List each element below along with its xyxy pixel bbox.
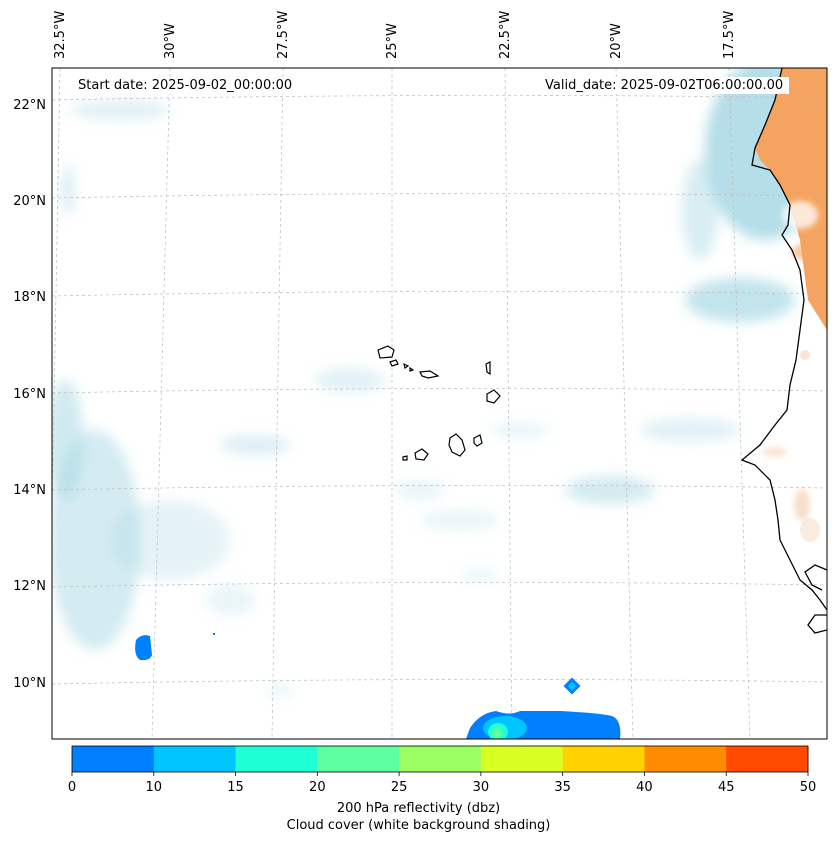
reflectivity-echoes: [135, 633, 621, 739]
valid-date-label: Valid_date: 2025-09-02T06:00:00.00: [539, 77, 790, 94]
colorbar-tick-label: 25: [390, 780, 408, 795]
colorbar-tick-label: 50: [799, 780, 817, 795]
lon-label-32-5w: 32.5°W: [53, 10, 68, 59]
lon-label-27-5w: 27.5°W: [276, 10, 291, 59]
colorbar-tick-label: 45: [717, 780, 735, 795]
lat-label-20n: 20°N: [13, 194, 46, 209]
map-frame: [51, 67, 828, 740]
colorbar-tick-label: 0: [67, 780, 77, 795]
lon-label-22-5w: 22.5°W: [498, 10, 513, 59]
colorbar-tick-label: 15: [227, 780, 244, 795]
lon-label-30w: 30°W: [163, 23, 178, 59]
lat-label-10n: 10°N: [13, 676, 46, 691]
coastline: [740, 68, 827, 634]
colorbar-tick-label: 35: [554, 780, 571, 795]
colorbar-title: 200 hPa reflectivity (dbz): [336, 801, 501, 816]
lat-label-14n: 14°N: [13, 483, 46, 498]
lat-label-22n: 22°N: [13, 98, 46, 113]
land-heat-shading: [755, 68, 827, 542]
lon-label-25w: 25°W: [385, 23, 400, 59]
colorbar-tick-label: 20: [309, 780, 326, 795]
colorbar-tick-label: 10: [145, 780, 163, 795]
lat-label-18n: 18°N: [13, 290, 46, 305]
colorbar-tick-label: 40: [636, 780, 653, 795]
lon-label-20w: 20°W: [609, 23, 624, 59]
start-date-label: Start date: 2025-09-02_00:00:00: [72, 77, 299, 94]
lon-label-17-5w: 17.5°W: [722, 10, 737, 59]
graticule: [52, 68, 827, 739]
colorbar-subtitle: Cloud cover (white background shading): [286, 818, 551, 833]
colorbar-tick-label: 30: [472, 780, 490, 795]
lat-label-12n: 12°N: [13, 579, 46, 594]
cape-verde-islands: [377, 345, 501, 461]
lat-label-16n: 16°N: [13, 387, 46, 402]
